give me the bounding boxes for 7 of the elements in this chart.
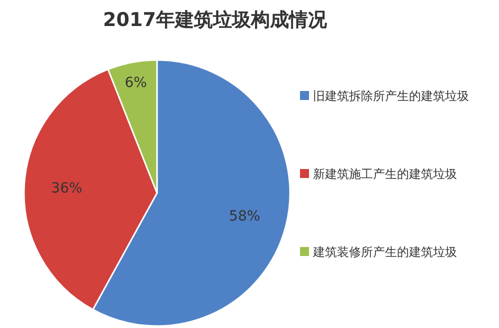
legend-label: 新建筑施工产生的建筑垃圾 xyxy=(313,167,457,181)
legend-label: 建筑装修所产生的建筑垃圾 xyxy=(312,245,457,259)
data-label: 6% xyxy=(124,74,147,91)
chart-title: 2017年建筑垃圾构成情况 xyxy=(103,9,328,31)
data-label: 36% xyxy=(51,180,82,196)
legend-label: 旧建筑拆除所产生的建筑垃圾 xyxy=(313,89,469,103)
data-label: 58% xyxy=(229,208,260,224)
